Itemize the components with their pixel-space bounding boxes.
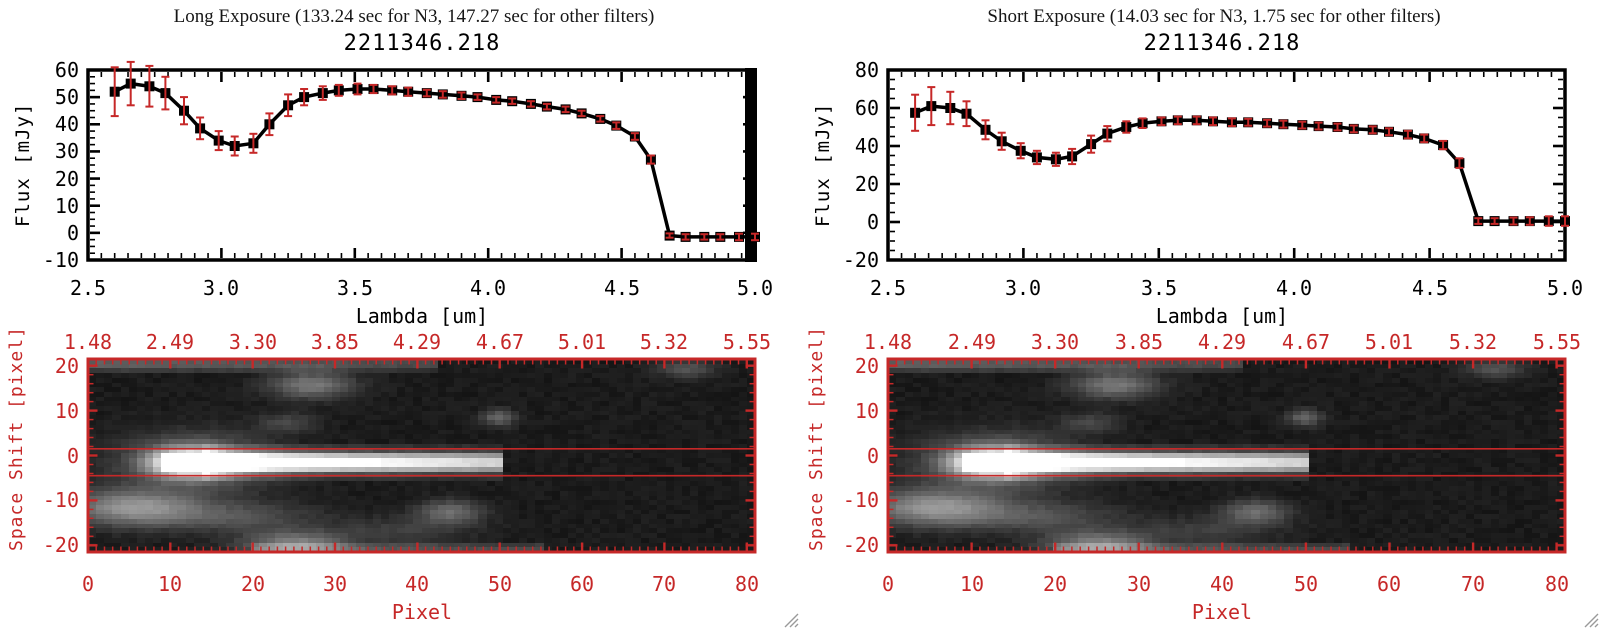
pixel-tick-label: 60 [1376, 572, 1402, 596]
wavelength-tick-label: 3.85 [310, 330, 360, 354]
wavelength-tick-label: 2.49 [947, 330, 997, 354]
space-shift-tick-label: -20 [42, 533, 79, 557]
wavelength-tick-label: 5.32 [639, 330, 689, 354]
pixel-tick-label: 70 [1460, 572, 1486, 596]
spectrum-y-tick-label: 0 [866, 210, 879, 234]
wavelength-tick-label: 4.29 [1197, 330, 1247, 354]
wavelength-tick-label: 1.48 [63, 330, 113, 354]
space-shift-tick-label: -20 [842, 533, 879, 557]
wavelength-tick-label: 5.01 [557, 330, 607, 354]
spectrum-y-tick-label: 80 [854, 58, 879, 82]
spectrum-y-tick-label: 20 [54, 167, 79, 191]
wavelength-tick-label: 1.48 [863, 330, 913, 354]
pixel-tick-label: 70 [651, 572, 677, 596]
wavelength-tick-label: 2.49 [145, 330, 195, 354]
spectrum-y-tick-label: 40 [854, 134, 879, 158]
space-shift-tick-label: 20 [854, 354, 879, 378]
window-resize-grip[interactable] [1581, 610, 1599, 628]
wavelength-tick-label: 5.55 [722, 330, 772, 354]
space-shift-tick-label: 20 [54, 354, 79, 378]
image-x-axis-label: Pixel [1191, 600, 1253, 624]
resize-grip-icon [784, 613, 799, 628]
image-y-axis-label: Space Shift [pixel] [806, 326, 827, 551]
image-y-axis-label: Space Shift [pixel] [6, 326, 27, 551]
pixel-tick-label: 20 [1042, 572, 1068, 596]
object-id-title: 2211346.218 [1143, 31, 1301, 56]
window-short-exposure: Short Exposure (14.03 sec for N3, 1.75 s… [800, 0, 1600, 630]
image-x-axis-label: Pixel [391, 600, 453, 624]
window-long-exposure: Long Exposure (133.24 sec for N3, 147.27… [6, 6, 799, 628]
spectrum-x-tick-label: 3.0 [1004, 276, 1042, 300]
wavelength-tick-label: 3.30 [228, 330, 278, 354]
wavelength-tick-label: 3.85 [1114, 330, 1164, 354]
pixel-tick-label: 0 [81, 572, 95, 596]
spectrum-y-tick-label: -10 [42, 248, 79, 272]
pixel-tick-label: 10 [959, 572, 985, 596]
spectrum-y-tick-label: 30 [54, 139, 79, 163]
spectrum-x-tick-label: 4.0 [469, 276, 507, 300]
window-resize-grip[interactable] [781, 610, 799, 628]
resize-grip-icon [1584, 613, 1599, 628]
spectral-image-canvas [88, 359, 755, 552]
spectrum-y-tick-label: 50 [54, 85, 79, 109]
spectrum-y-tick-label: 10 [54, 194, 79, 218]
spectrum-y-tick-label: 60 [54, 58, 79, 82]
pixel-tick-label: 0 [881, 572, 895, 596]
pixel-tick-label: 30 [322, 572, 348, 596]
space-shift-tick-label: 0 [866, 444, 879, 468]
pixel-tick-label: 50 [487, 572, 513, 596]
spectrum-x-tick-label: 5.0 [1546, 276, 1584, 300]
spectrum-x-tick-label: 5.0 [736, 276, 774, 300]
spectrum-x-tick-label: 4.5 [1411, 276, 1449, 300]
wavelength-tick-label: 4.67 [1281, 330, 1331, 354]
object-id-title: 2211346.218 [343, 31, 501, 56]
pixel-tick-label: 30 [1126, 572, 1152, 596]
pixel-tick-label: 80 [1544, 572, 1570, 596]
spectrum-x-tick-label: 2.5 [869, 276, 907, 300]
window-title: Long Exposure (133.24 sec for N3, 147.27… [173, 6, 655, 27]
pixel-tick-label: 60 [569, 572, 595, 596]
space-shift-tick-label: 10 [54, 399, 79, 423]
space-shift-tick-label: 0 [66, 444, 79, 468]
pixel-tick-label: 40 [1209, 572, 1235, 596]
spectrum-x-tick-label: 3.0 [202, 276, 240, 300]
spectrum-y-tick-label: -20 [842, 248, 879, 272]
spectrum-y-axis-label: Flux [mJy] [12, 102, 34, 228]
spectral-image-canvas [888, 359, 1565, 552]
space-shift-tick-label: -10 [842, 488, 879, 512]
spectrum-y-tick-label: 40 [54, 112, 79, 136]
spectrum-x-tick-label: 4.0 [1275, 276, 1313, 300]
spectrum-x-axis-label: Lambda [um] [355, 304, 489, 328]
space-shift-tick-label: -10 [42, 488, 79, 512]
spectrum-x-tick-label: 3.5 [1140, 276, 1178, 300]
window-title: Short Exposure (14.03 sec for N3, 1.75 s… [987, 6, 1441, 27]
wavelength-tick-label: 5.01 [1364, 330, 1414, 354]
spectrum-x-tick-label: 3.5 [336, 276, 374, 300]
space-shift-tick-label: 10 [854, 399, 879, 423]
wavelength-tick-label: 5.32 [1448, 330, 1498, 354]
wavelength-tick-label: 3.30 [1030, 330, 1080, 354]
pixel-tick-label: 50 [1293, 572, 1319, 596]
pixel-tick-label: 80 [734, 572, 760, 596]
wavelength-tick-label: 5.55 [1532, 330, 1582, 354]
spectrum-x-tick-label: 2.5 [69, 276, 107, 300]
spectrum-y-tick-label: 0 [66, 221, 79, 245]
wavelength-tick-label: 4.67 [475, 330, 525, 354]
pixel-tick-label: 40 [404, 572, 430, 596]
wavelength-tick-label: 4.29 [392, 330, 442, 354]
spectrum-y-tick-label: 60 [854, 96, 879, 120]
spectrum-x-tick-label: 4.5 [603, 276, 641, 300]
spectrum-y-axis-label: Flux [mJy] [812, 102, 834, 228]
pixel-tick-label: 10 [157, 572, 183, 596]
pixel-tick-label: 20 [240, 572, 266, 596]
spectrum-y-tick-label: 20 [854, 172, 879, 196]
spectrum-x-axis-label: Lambda [um] [1155, 304, 1289, 328]
